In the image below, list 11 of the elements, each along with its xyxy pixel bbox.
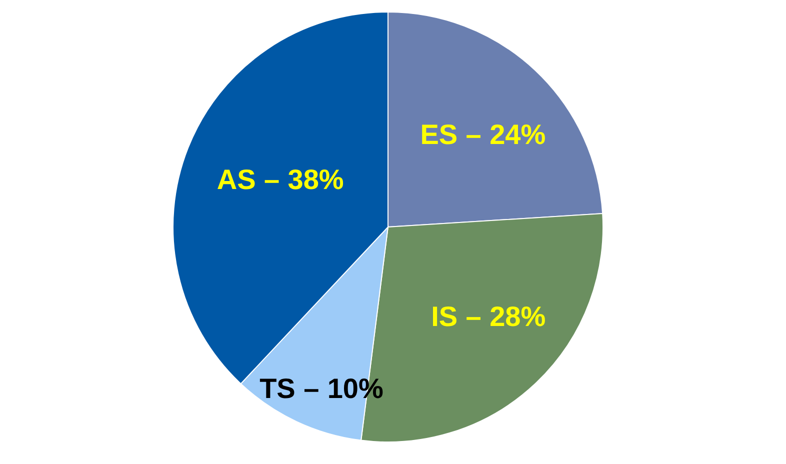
text: – [304,372,320,404]
data-label: 28% [490,301,546,332]
slice-label: AS [216,164,256,195]
slice-label: ES [420,118,458,150]
slice-label: TS [260,372,296,404]
data-label: 24% [490,118,546,150]
data-label: 38% [288,164,344,195]
text: – [466,118,482,150]
text: – [466,301,482,332]
text: – [264,164,280,195]
slice-label: IS [431,301,458,332]
